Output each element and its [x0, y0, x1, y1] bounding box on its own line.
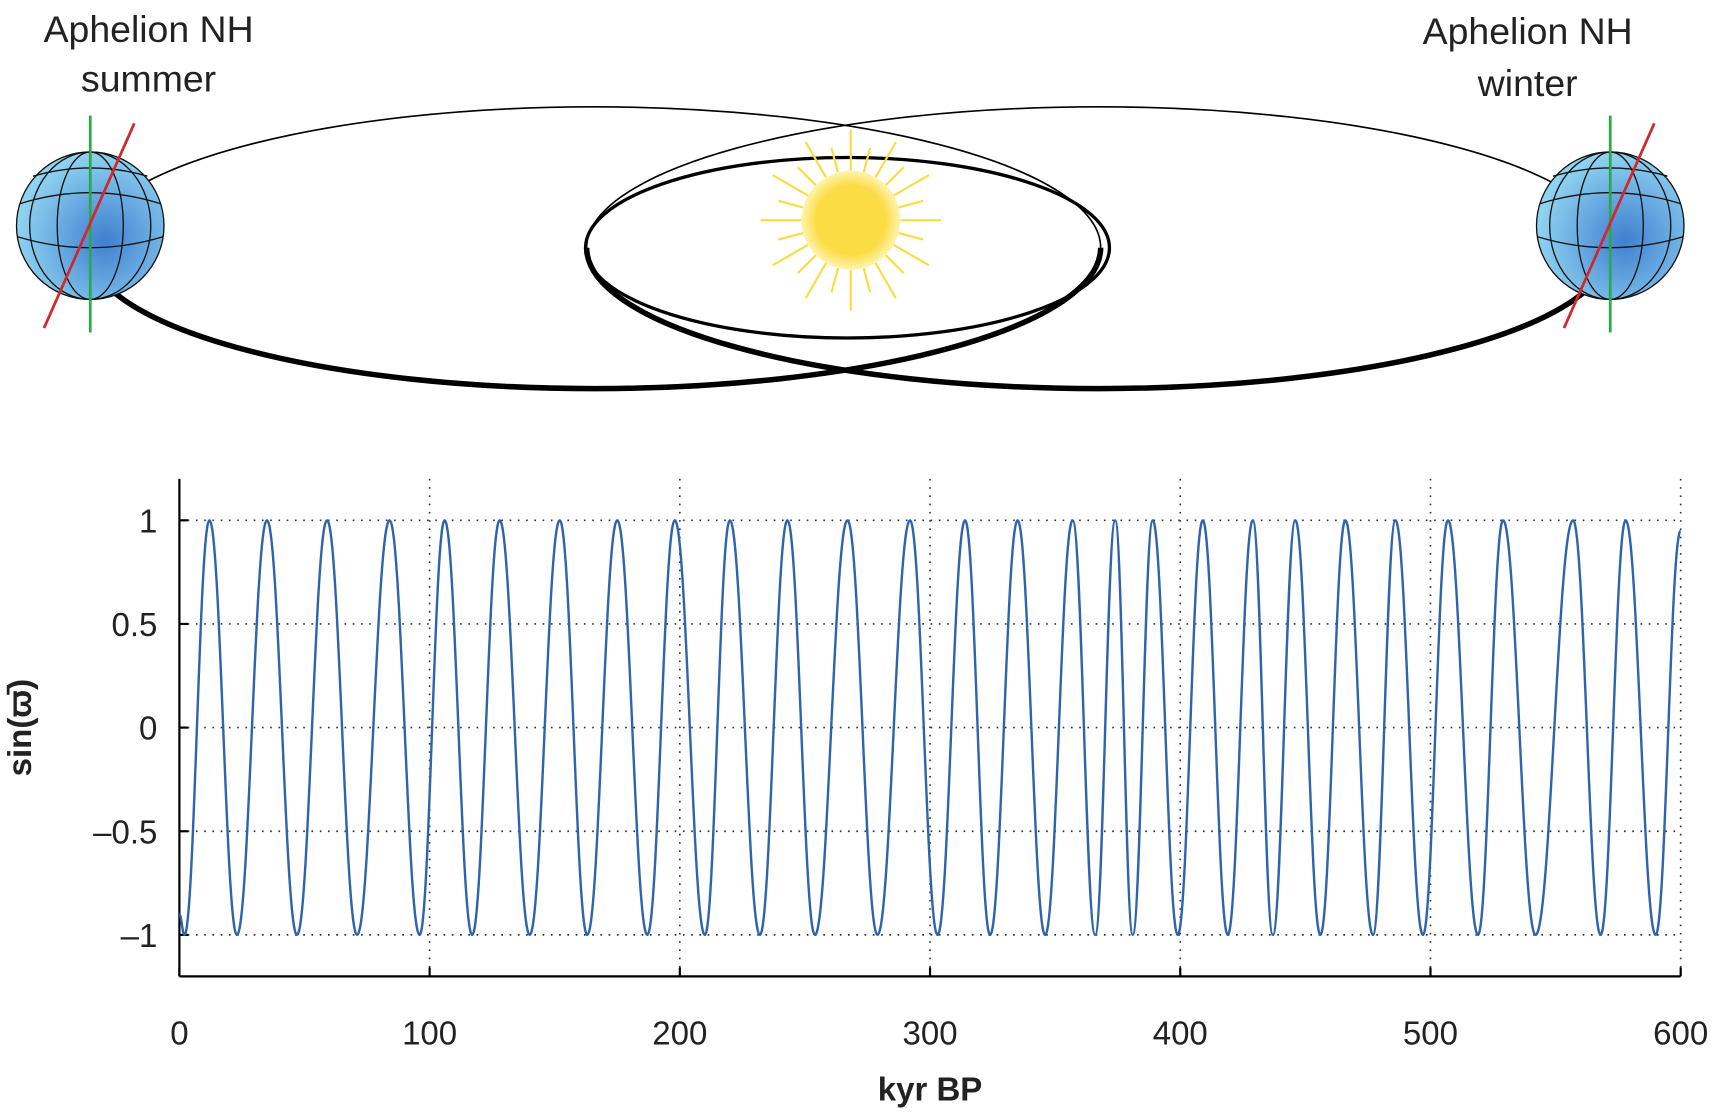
- series-line: [178, 519, 1682, 937]
- globe: [15, 115, 165, 333]
- x-tick-label: 300: [903, 1015, 958, 1052]
- label: Aphelion NH: [1423, 10, 1633, 52]
- x-tick-label: 0: [170, 1015, 188, 1052]
- y-tick-label: –0.5: [93, 813, 157, 850]
- sun-ray: [893, 174, 930, 197]
- sun-ray: [862, 147, 872, 173]
- x-tick-label: 600: [1653, 1015, 1708, 1052]
- sun-ray: [797, 254, 817, 274]
- sun-ray: [778, 231, 804, 241]
- x-tick-label: 400: [1153, 1015, 1208, 1052]
- y-tick-label: 0: [139, 710, 157, 747]
- inner-orbit: [583, 155, 1112, 340]
- y-tick-label: –1: [121, 917, 158, 954]
- sun-ray: [893, 244, 930, 267]
- label: Aphelion NH: [44, 8, 254, 50]
- sun-ray: [862, 267, 872, 293]
- sun-ray: [885, 166, 905, 186]
- sun-ray: [830, 147, 840, 173]
- sun-ray: [885, 254, 905, 274]
- y-tick-label: 0.5: [112, 606, 158, 643]
- sun-ray: [898, 231, 924, 241]
- sun-ray: [804, 141, 827, 178]
- sun-ray: [898, 199, 924, 209]
- orbit-front: [583, 247, 1613, 392]
- sun-ray: [874, 141, 897, 178]
- x-tick-label: 100: [402, 1015, 457, 1052]
- orbit-diagram: Aphelion NH summer Aphelion NH winter: [15, 8, 1685, 392]
- sun-ray: [772, 174, 809, 197]
- sun-ray: [874, 262, 897, 299]
- globe: [1535, 115, 1685, 333]
- sun: [760, 129, 942, 311]
- label: summer: [81, 57, 216, 99]
- orbit-front: [85, 247, 1104, 392]
- label: winter: [1477, 62, 1578, 104]
- sun-ray: [778, 199, 804, 209]
- y-tick-label: 1: [139, 502, 157, 539]
- x-axis-label: kyr BP: [878, 1071, 983, 1108]
- plot: –1 –0.5 0 0.5 1 0 100 200 300 400 500 600 kyr BP sin(…: [1, 478, 1708, 1108]
- sun-ray: [772, 244, 809, 267]
- sun-ray: [797, 166, 817, 186]
- sun-disk: [801, 170, 901, 270]
- x-tick-label: 200: [652, 1015, 707, 1052]
- sun-ray: [804, 262, 827, 299]
- sun-ray: [830, 267, 840, 293]
- x-tick-label: 500: [1403, 1015, 1458, 1052]
- y-axis-label: sin(ϖ̄): [1, 679, 38, 777]
